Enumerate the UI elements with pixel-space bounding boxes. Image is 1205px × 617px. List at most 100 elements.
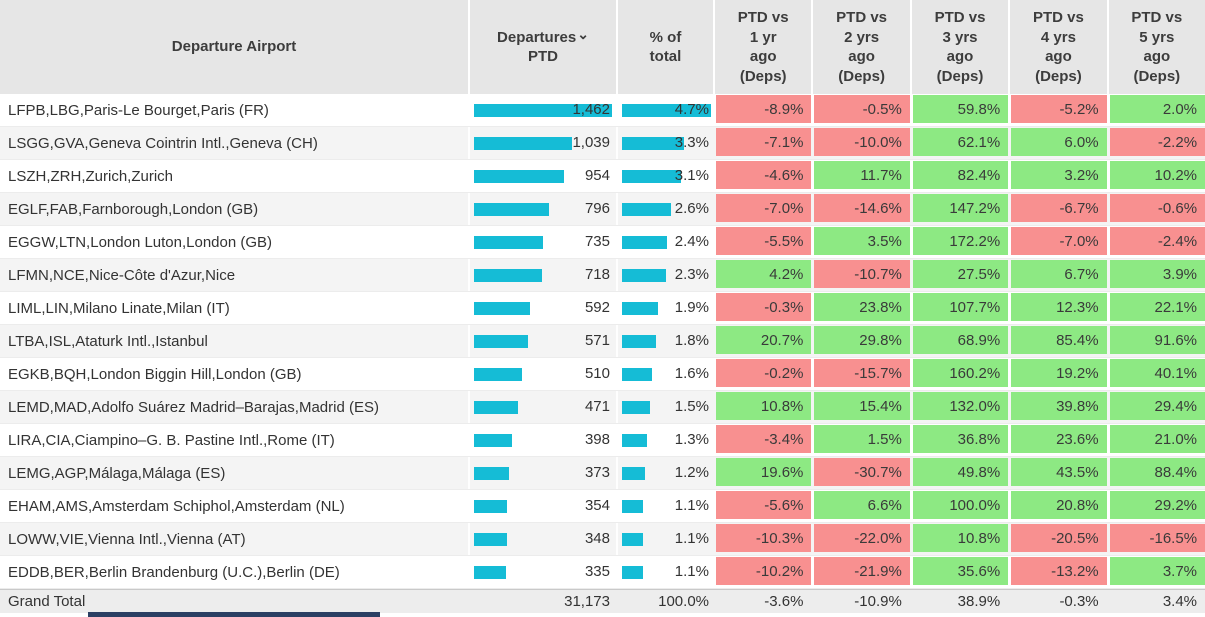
change-value-chip[interactable]: 6.7% — [1011, 260, 1107, 288]
column-header-departure-airport[interactable]: Departure Airport — [0, 0, 468, 94]
change-value-chip[interactable]: -7.0% — [1011, 227, 1107, 255]
change-value-chip[interactable]: 15.4% — [814, 392, 910, 420]
column-header-ptd-vs-1yr[interactable]: PTD vs 1 yr ago (Deps) — [713, 0, 811, 94]
change-value-chip[interactable]: -5.5% — [716, 227, 812, 255]
change-value-chip[interactable]: 2.0% — [1109, 95, 1205, 123]
change-value-chip[interactable]: 6.6% — [814, 491, 910, 519]
column-header-ptd-vs-4yrs[interactable]: PTD vs 4 yrs ago (Deps) — [1008, 0, 1106, 94]
change-value-chip[interactable]: 27.5% — [912, 260, 1009, 288]
change-value-chip[interactable]: -16.5% — [1109, 524, 1205, 552]
change-value-chip[interactable]: 23.6% — [1011, 425, 1107, 453]
change-value-chip[interactable]: 49.8% — [912, 458, 1009, 486]
change-value-chip[interactable]: 20.7% — [716, 326, 812, 354]
change-value-chip[interactable]: 19.2% — [1011, 359, 1107, 387]
change-value-chip[interactable]: 82.4% — [912, 161, 1009, 189]
table-row[interactable]: LEMG,AGP,Málaga,Málaga (ES) 373 1.2% 19.6% -… — [0, 457, 1205, 490]
change-value-chip[interactable]: -20.5% — [1011, 524, 1107, 552]
table-row[interactable]: EHAM,AMS,Amsterdam Schiphol,Amsterdam (N… — [0, 490, 1205, 523]
change-value-chip[interactable]: 3.2% — [1011, 161, 1107, 189]
change-value-chip[interactable]: 132.0% — [912, 392, 1009, 420]
table-row[interactable]: LSZH,ZRH,Zurich,Zurich 954 3.1% -4.6% 11.7% 8… — [0, 160, 1205, 193]
change-value-chip[interactable]: 1.5% — [814, 425, 910, 453]
change-value-chip[interactable]: 21.0% — [1109, 425, 1205, 453]
change-value-chip[interactable]: 39.8% — [1011, 392, 1107, 420]
change-value-chip[interactable]: -3.4% — [716, 425, 812, 453]
change-value-chip[interactable]: -10.0% — [814, 128, 910, 156]
change-value-chip[interactable]: 10.2% — [1109, 161, 1205, 189]
change-value-chip[interactable]: 85.4% — [1011, 326, 1107, 354]
change-value-chip[interactable]: 88.4% — [1109, 458, 1205, 486]
change-value-chip[interactable]: 11.7% — [814, 161, 910, 189]
change-value-chip[interactable]: 35.6% — [912, 557, 1009, 585]
change-value-chip[interactable]: 91.6% — [1109, 326, 1205, 354]
change-value-chip[interactable]: -7.1% — [716, 128, 812, 156]
change-value-chip[interactable]: 100.0% — [912, 491, 1009, 519]
change-value-chip[interactable]: -13.2% — [1011, 557, 1107, 585]
change-value-chip[interactable]: -0.5% — [814, 95, 910, 123]
change-value-chip[interactable]: -21.9% — [814, 557, 910, 585]
column-header-ptd-vs-2yrs[interactable]: PTD vs 2 yrs ago (Deps) — [811, 0, 909, 94]
table-row[interactable]: LSGG,GVA,Geneva Cointrin Intl.,Geneva (C… — [0, 127, 1205, 160]
table-row[interactable]: LEMD,MAD,Adolfo Suárez Madrid–Barajas,Ma… — [0, 391, 1205, 424]
change-value-chip[interactable]: -6.7% — [1011, 194, 1107, 222]
change-value-chip[interactable]: -2.4% — [1109, 227, 1205, 255]
change-value-chip[interactable]: 62.1% — [912, 128, 1009, 156]
change-value-chip[interactable]: -10.7% — [814, 260, 910, 288]
change-value-chip[interactable]: 160.2% — [912, 359, 1009, 387]
change-value-chip[interactable]: -15.7% — [814, 359, 910, 387]
column-header-ptd-vs-5yrs[interactable]: PTD vs 5 yrs ago (Deps) — [1106, 0, 1205, 94]
change-value-chip[interactable]: 23.8% — [814, 293, 910, 321]
departures-value: 348 — [584, 530, 610, 547]
change-value-chip[interactable]: -4.6% — [716, 161, 812, 189]
table-row[interactable]: LTBA,ISL,Ataturk Intl.,Istanbul 571 1.8% 20… — [0, 325, 1205, 358]
change-value-chip[interactable]: -5.6% — [716, 491, 812, 519]
change-value-chip[interactable]: -7.0% — [716, 194, 812, 222]
table-row[interactable]: EGLF,FAB,Farnborough,London (GB) 796 2.6% -… — [0, 193, 1205, 226]
change-value-chip[interactable]: 29.8% — [814, 326, 910, 354]
change-value-chip[interactable]: 40.1% — [1109, 359, 1205, 387]
change-value-chip[interactable]: 147.2% — [912, 194, 1009, 222]
change-value-chip[interactable]: 68.9% — [912, 326, 1009, 354]
change-value-chip[interactable]: 43.5% — [1011, 458, 1107, 486]
column-header-departures-ptd[interactable]: Departures⌄ PTD — [468, 0, 616, 94]
change-value-chip[interactable]: -14.6% — [814, 194, 910, 222]
change-value-chip[interactable]: -0.6% — [1109, 194, 1205, 222]
table-row[interactable]: EGKB,BQH,London Biggin Hill,London (GB) 5… — [0, 358, 1205, 391]
change-value-chip[interactable]: -2.2% — [1109, 128, 1205, 156]
change-value-chip[interactable]: -22.0% — [814, 524, 910, 552]
change-value-chip[interactable]: 107.7% — [912, 293, 1009, 321]
table-row[interactable]: LIRA,CIA,Ciampino–G. B. Pastine Intl.,Ro… — [0, 424, 1205, 457]
table-row[interactable]: LFPB,LBG,Paris-Le Bourget,Paris (FR) 1,46… — [0, 94, 1205, 127]
table-row[interactable]: EGGW,LTN,London Luton,London (GB) 735 2.4%… — [0, 226, 1205, 259]
change-value-chip[interactable]: 29.4% — [1109, 392, 1205, 420]
change-value-chip[interactable]: -0.2% — [716, 359, 812, 387]
change-value-chip[interactable]: 10.8% — [716, 392, 812, 420]
change-value-chip[interactable]: 172.2% — [912, 227, 1009, 255]
change-value-chip[interactable]: 59.8% — [912, 95, 1009, 123]
change-value-chip[interactable]: 20.8% — [1011, 491, 1107, 519]
change-value-chip[interactable]: -10.2% — [716, 557, 812, 585]
table-row[interactable]: EDDB,BER,Berlin Brandenburg (U.C.),Berli… — [0, 556, 1205, 589]
change-value-chip[interactable]: -10.3% — [716, 524, 812, 552]
table-row[interactable]: LIML,LIN,Milano Linate,Milan (IT) 592 1.9%… — [0, 292, 1205, 325]
change-value-chip[interactable]: -8.9% — [716, 95, 812, 123]
change-value-chip[interactable]: 3.9% — [1109, 260, 1205, 288]
change-value-chip[interactable]: 3.5% — [814, 227, 910, 255]
change-value-chip[interactable]: 19.6% — [716, 458, 812, 486]
change-value-chip[interactable]: 12.3% — [1011, 293, 1107, 321]
change-value-chip[interactable]: 29.2% — [1109, 491, 1205, 519]
change-value-chip[interactable]: -5.2% — [1011, 95, 1107, 123]
change-value-chip[interactable]: 6.0% — [1011, 128, 1107, 156]
change-value-chip[interactable]: 10.8% — [912, 524, 1009, 552]
change-value-chip[interactable]: 3.7% — [1109, 557, 1205, 585]
change-value-chip[interactable]: -0.3% — [716, 293, 812, 321]
change-value-chip[interactable]: 4.2% — [716, 260, 812, 288]
table-row[interactable]: LFMN,NCE,Nice-Côte d'Azur,Nice 718 2.3% 4.2… — [0, 259, 1205, 292]
change-value-chip[interactable]: 22.1% — [1109, 293, 1205, 321]
column-header-pct-of-total[interactable]: % of total — [616, 0, 713, 94]
change-value-chip[interactable]: -30.7% — [814, 458, 910, 486]
change-value-chip[interactable]: 36.8% — [912, 425, 1009, 453]
table-row[interactable]: LOWW,VIE,Vienna Intl.,Vienna (AT) 348 1.1%… — [0, 523, 1205, 556]
column-header-ptd-vs-3yrs[interactable]: PTD vs 3 yrs ago (Deps) — [909, 0, 1008, 94]
pct-of-total-data-bar — [622, 236, 667, 249]
